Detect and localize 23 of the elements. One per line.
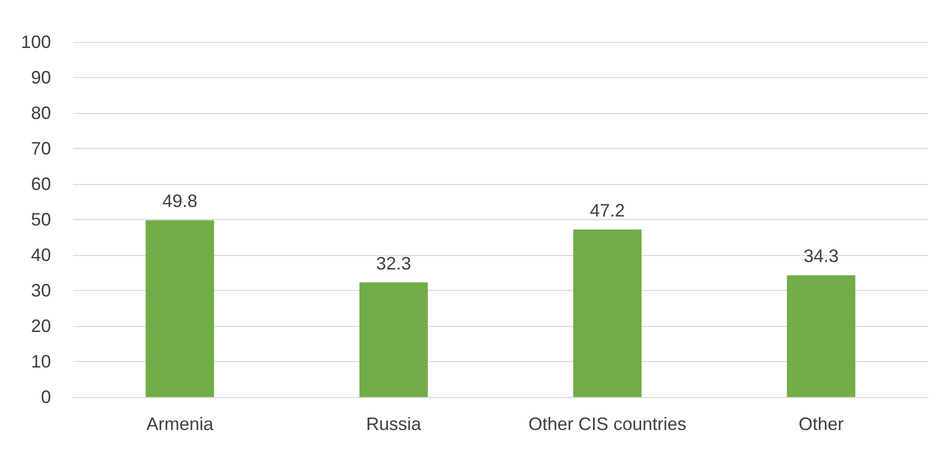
y-tick-label: 60 <box>30 174 51 194</box>
y-tick-label: 10 <box>30 352 51 372</box>
x-tick-label: Russia <box>366 414 422 434</box>
y-tick-label: 100 <box>20 32 51 52</box>
bar <box>786 275 856 397</box>
y-tick-label: 80 <box>30 103 51 123</box>
data-label: 47.2 <box>590 200 625 220</box>
data-label: 49.8 <box>162 191 198 212</box>
x-tick-label: Armenia <box>146 414 214 434</box>
data-label: 32.3 <box>376 253 412 274</box>
bar <box>359 282 428 397</box>
bar <box>573 229 642 397</box>
x-tick-label: Other CIS countries <box>528 414 686 434</box>
y-tick-label: 70 <box>30 138 51 158</box>
data-label: 34.3 <box>804 246 839 266</box>
y-tick-label: 0 <box>40 387 51 407</box>
y-tick-label: 40 <box>30 245 51 265</box>
y-tick-label: 20 <box>30 316 51 336</box>
x-tick-label: Other <box>798 414 844 434</box>
y-tick-label: 90 <box>30 68 51 88</box>
y-tick-label: 50 <box>30 210 51 230</box>
bar <box>146 220 214 397</box>
y-tick-label: 30 <box>30 280 51 300</box>
